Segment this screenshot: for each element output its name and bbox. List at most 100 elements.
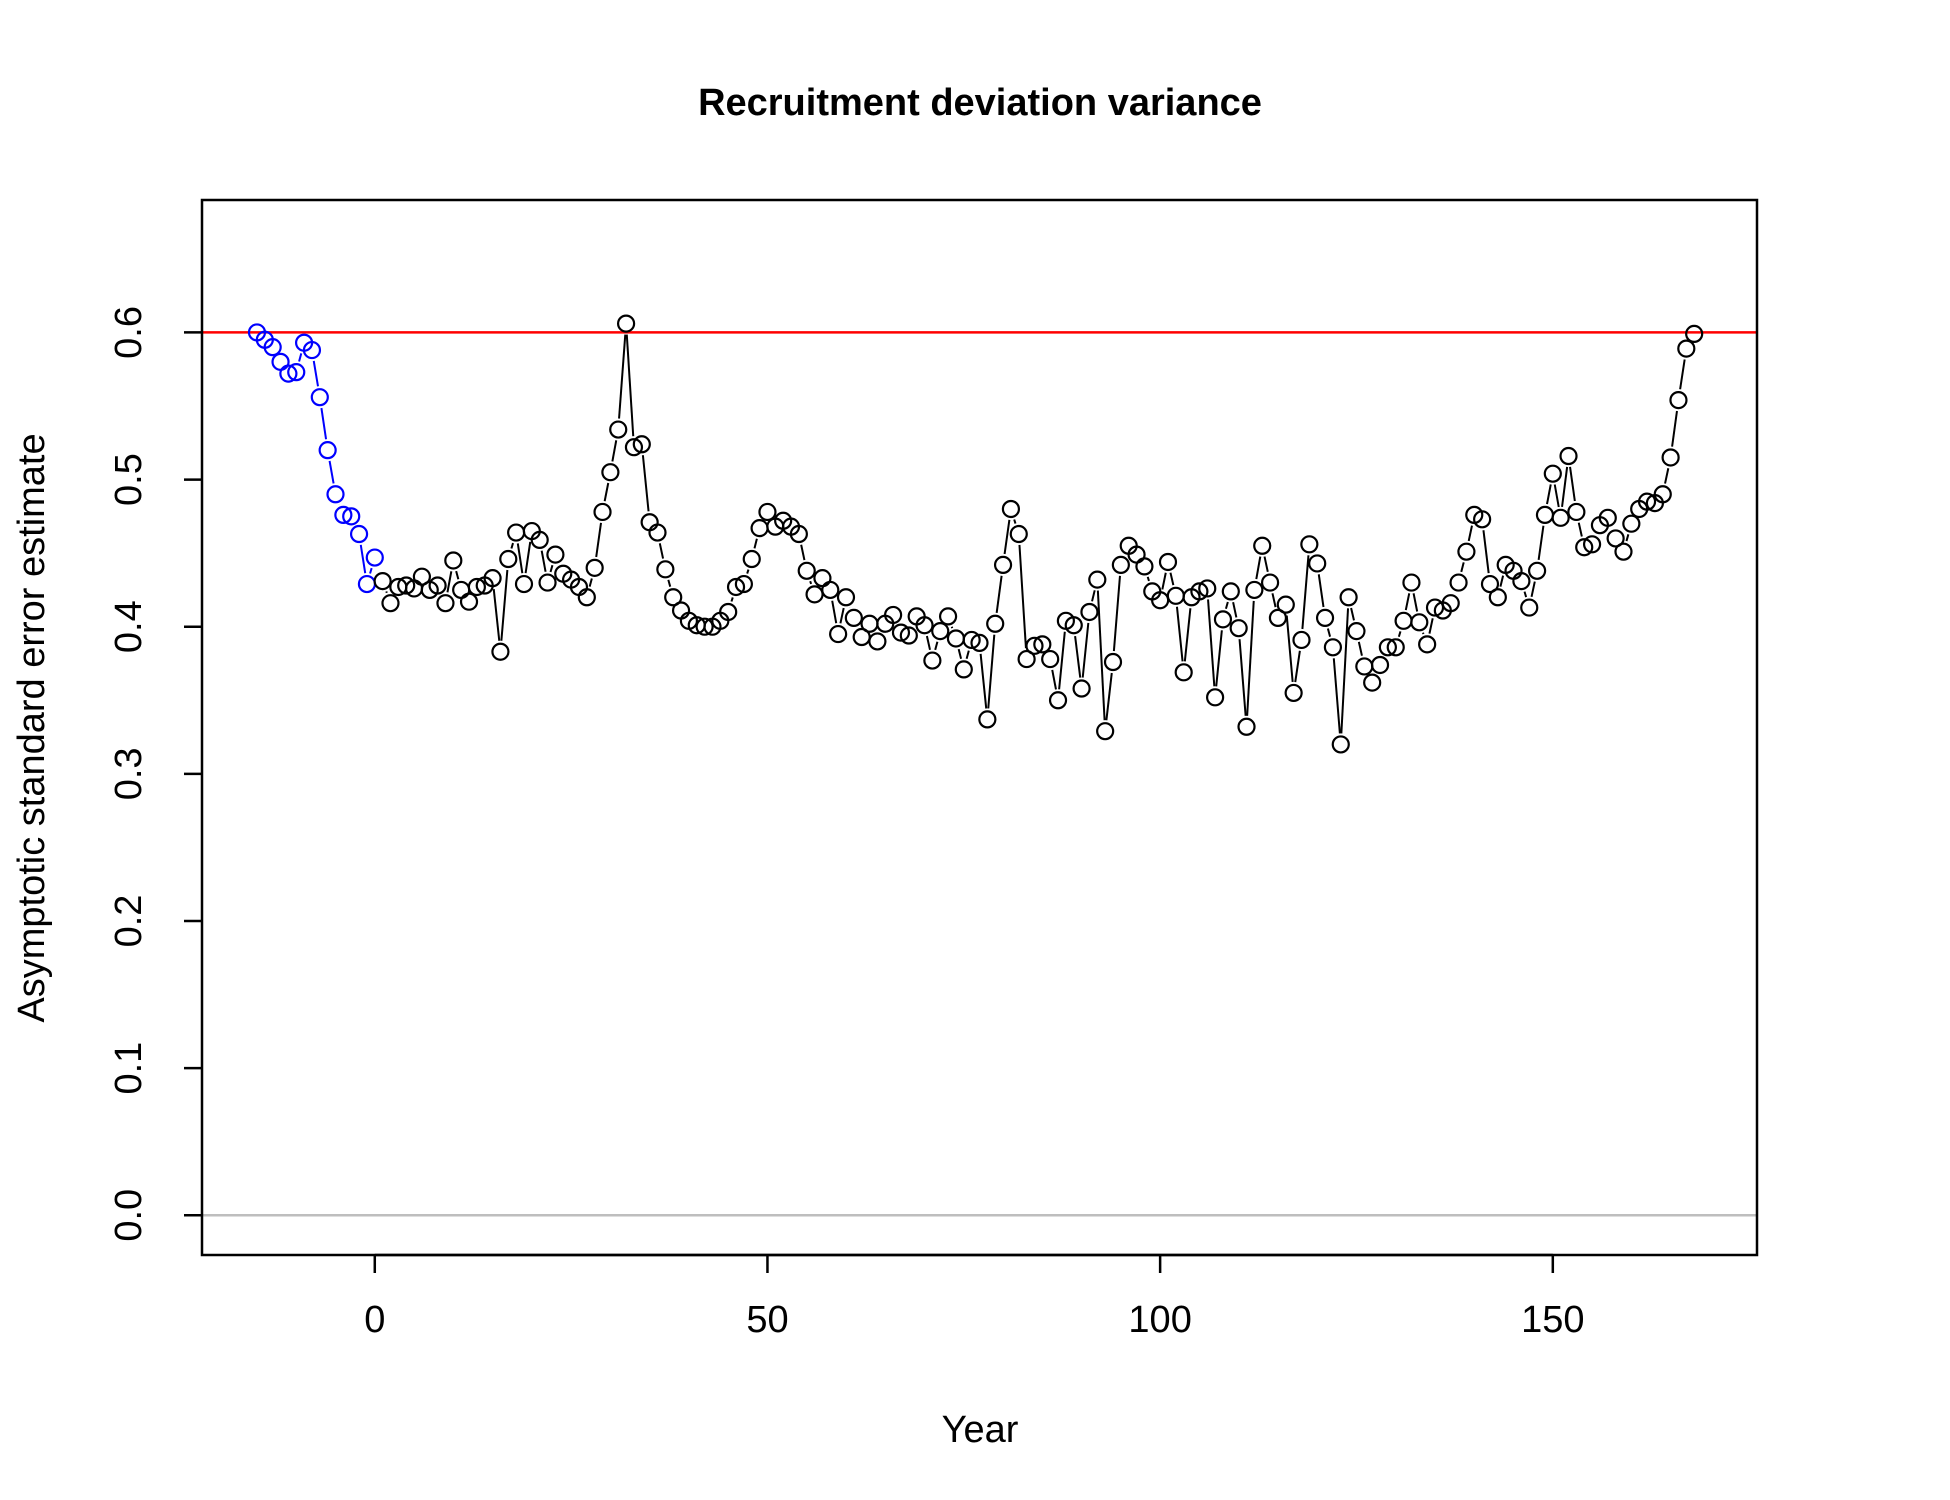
data-point: [1386, 638, 1405, 657]
series-segment: [1467, 525, 1473, 542]
series-segment: [1224, 601, 1229, 610]
series-segment: [1546, 484, 1552, 505]
data-point: [1315, 608, 1335, 627]
y-tick-label: 0.3: [108, 747, 150, 800]
y-tick-label: 0.5: [108, 453, 150, 506]
y-tick-label: 0.4: [108, 600, 150, 653]
series-segment: [800, 544, 806, 561]
series-segment: [1537, 525, 1545, 561]
data-point: [1135, 557, 1154, 576]
series-segment: [603, 482, 610, 502]
series-segment: [1326, 628, 1332, 637]
data-point: [726, 577, 746, 597]
x-axis-label: Year: [942, 1409, 1019, 1451]
data-point: [1080, 602, 1099, 622]
data-point: [507, 523, 526, 542]
series-segment: [1051, 669, 1057, 690]
series-segment: [1482, 530, 1490, 574]
data-point: [640, 513, 659, 532]
series-segment: [1340, 608, 1350, 734]
data-point: [428, 576, 447, 595]
data-point: [836, 588, 856, 607]
series-segment: [1169, 572, 1175, 586]
data-point: [538, 573, 557, 592]
series-segment: [925, 635, 931, 651]
data-point: [1543, 464, 1562, 483]
data-point: [1480, 574, 1500, 594]
data-point: [491, 642, 510, 661]
series-segment: [611, 440, 618, 462]
data-point: [1260, 573, 1280, 592]
data-point: [444, 551, 463, 570]
series-segment: [1003, 519, 1011, 555]
series-segment: [730, 597, 734, 602]
series-segment: [524, 541, 532, 574]
data-point: [671, 601, 691, 620]
data-point: [899, 626, 918, 645]
series-segment: [455, 570, 460, 580]
data-point: [1253, 536, 1272, 555]
data-point: [1535, 505, 1555, 524]
data-point: [1551, 508, 1570, 527]
data-point: [1661, 448, 1680, 467]
data-point: [954, 660, 973, 679]
series-segment: [1183, 608, 1192, 662]
data-point: [844, 608, 863, 627]
data-point: [1292, 630, 1311, 650]
series-segment: [1530, 581, 1536, 598]
series-segment: [1105, 672, 1113, 721]
series-segment: [1207, 599, 1216, 687]
series-segment: [831, 600, 838, 624]
series-segment: [1523, 591, 1528, 598]
series-segment: [1161, 572, 1167, 590]
series-segment: [625, 334, 635, 437]
data-point: [530, 530, 549, 549]
y-tick-label: 0.1: [108, 1042, 150, 1095]
series-segment: [359, 544, 367, 574]
data-point: [1441, 594, 1460, 613]
series-segment: [1412, 593, 1419, 612]
series-segment: [618, 334, 627, 419]
series-segment: [446, 571, 453, 593]
data-point: [1582, 535, 1602, 554]
series-segment: [1577, 522, 1583, 537]
series-segment: [809, 580, 813, 585]
data-point: [514, 574, 534, 594]
series-segment: [934, 641, 939, 651]
data-point: [860, 614, 879, 633]
series-segment: [753, 538, 758, 549]
data-point: [1088, 570, 1107, 589]
series-segment: [1671, 410, 1678, 447]
data-point: [797, 561, 816, 580]
data-point: [593, 502, 612, 522]
x-tick-label: 0: [364, 1299, 385, 1341]
data-point: [1300, 535, 1319, 554]
data-point: [1669, 391, 1688, 410]
series-segment: [1018, 544, 1027, 649]
data-point: [1575, 538, 1594, 557]
data-point: [1512, 571, 1531, 591]
data-point: [1402, 573, 1421, 592]
series-segment: [1232, 601, 1238, 618]
data-point: [1457, 542, 1476, 561]
data-point: [1614, 542, 1633, 561]
data-point: [1339, 588, 1358, 607]
data-point: [1237, 717, 1256, 736]
chart-title: Recruitment deviation variance: [698, 82, 1262, 124]
series-segment: [298, 353, 303, 362]
series-segment: [1569, 466, 1576, 502]
data-point: [326, 485, 345, 504]
data-point: [891, 623, 911, 642]
data-point: [993, 555, 1013, 575]
series-segment: [1357, 641, 1363, 656]
series-segment: [328, 460, 335, 484]
series-segment: [369, 567, 373, 574]
x-tick-label: 50: [746, 1299, 788, 1341]
data-point: [1685, 324, 1704, 343]
data-point: [1410, 613, 1429, 632]
x-tick-label: 150: [1521, 1299, 1584, 1341]
data-point: [1268, 608, 1288, 627]
data-point: [1048, 691, 1068, 710]
data-point: [616, 314, 636, 333]
data-point: [318, 441, 337, 460]
